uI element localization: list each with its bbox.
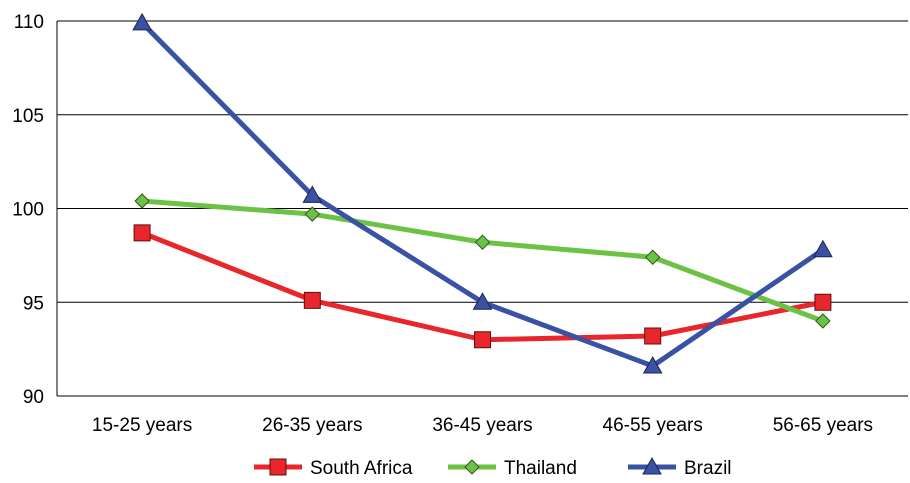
data-point (476, 235, 490, 249)
legend-label: Brazil (684, 458, 732, 478)
data-point (646, 250, 660, 264)
data-point (304, 292, 320, 308)
legend-item: Thailand (448, 458, 577, 478)
y-tick-label: 110 (14, 12, 44, 33)
legend-label: South Africa (310, 458, 413, 478)
legend-item: Brazil (628, 458, 732, 478)
series-line (142, 23, 823, 366)
x-tick-label: 36-45 years (432, 415, 532, 436)
y-tick-label: 90 (23, 387, 44, 408)
data-point (814, 241, 832, 257)
legend-item: South Africa (254, 458, 413, 478)
data-point (475, 332, 491, 348)
legend: South Africa Thailand Brazil (254, 458, 732, 478)
data-point (134, 225, 150, 241)
y-tick-label: 105 (12, 106, 44, 127)
legend-marker (465, 460, 479, 474)
series-layer (133, 14, 832, 373)
axis-layer: 90 95 100 105 110 15-25 years 26-35 years 36-45… (12, 12, 908, 436)
x-tick-label: 15-25 years (92, 415, 192, 436)
data-point (305, 207, 319, 221)
data-point (645, 328, 661, 344)
y-tick-label: 95 (23, 293, 44, 314)
data-point (816, 314, 830, 328)
x-tick-label: 46-55 years (603, 415, 703, 436)
data-point (135, 194, 149, 208)
x-tick-label: 26-35 years (262, 415, 362, 436)
data-point (133, 14, 151, 30)
legend-label: Thailand (504, 458, 577, 478)
legend-marker (270, 459, 286, 475)
x-tick-label: 56-65 years (773, 415, 873, 436)
data-point (815, 294, 831, 310)
y-tick-label: 100 (12, 200, 44, 221)
